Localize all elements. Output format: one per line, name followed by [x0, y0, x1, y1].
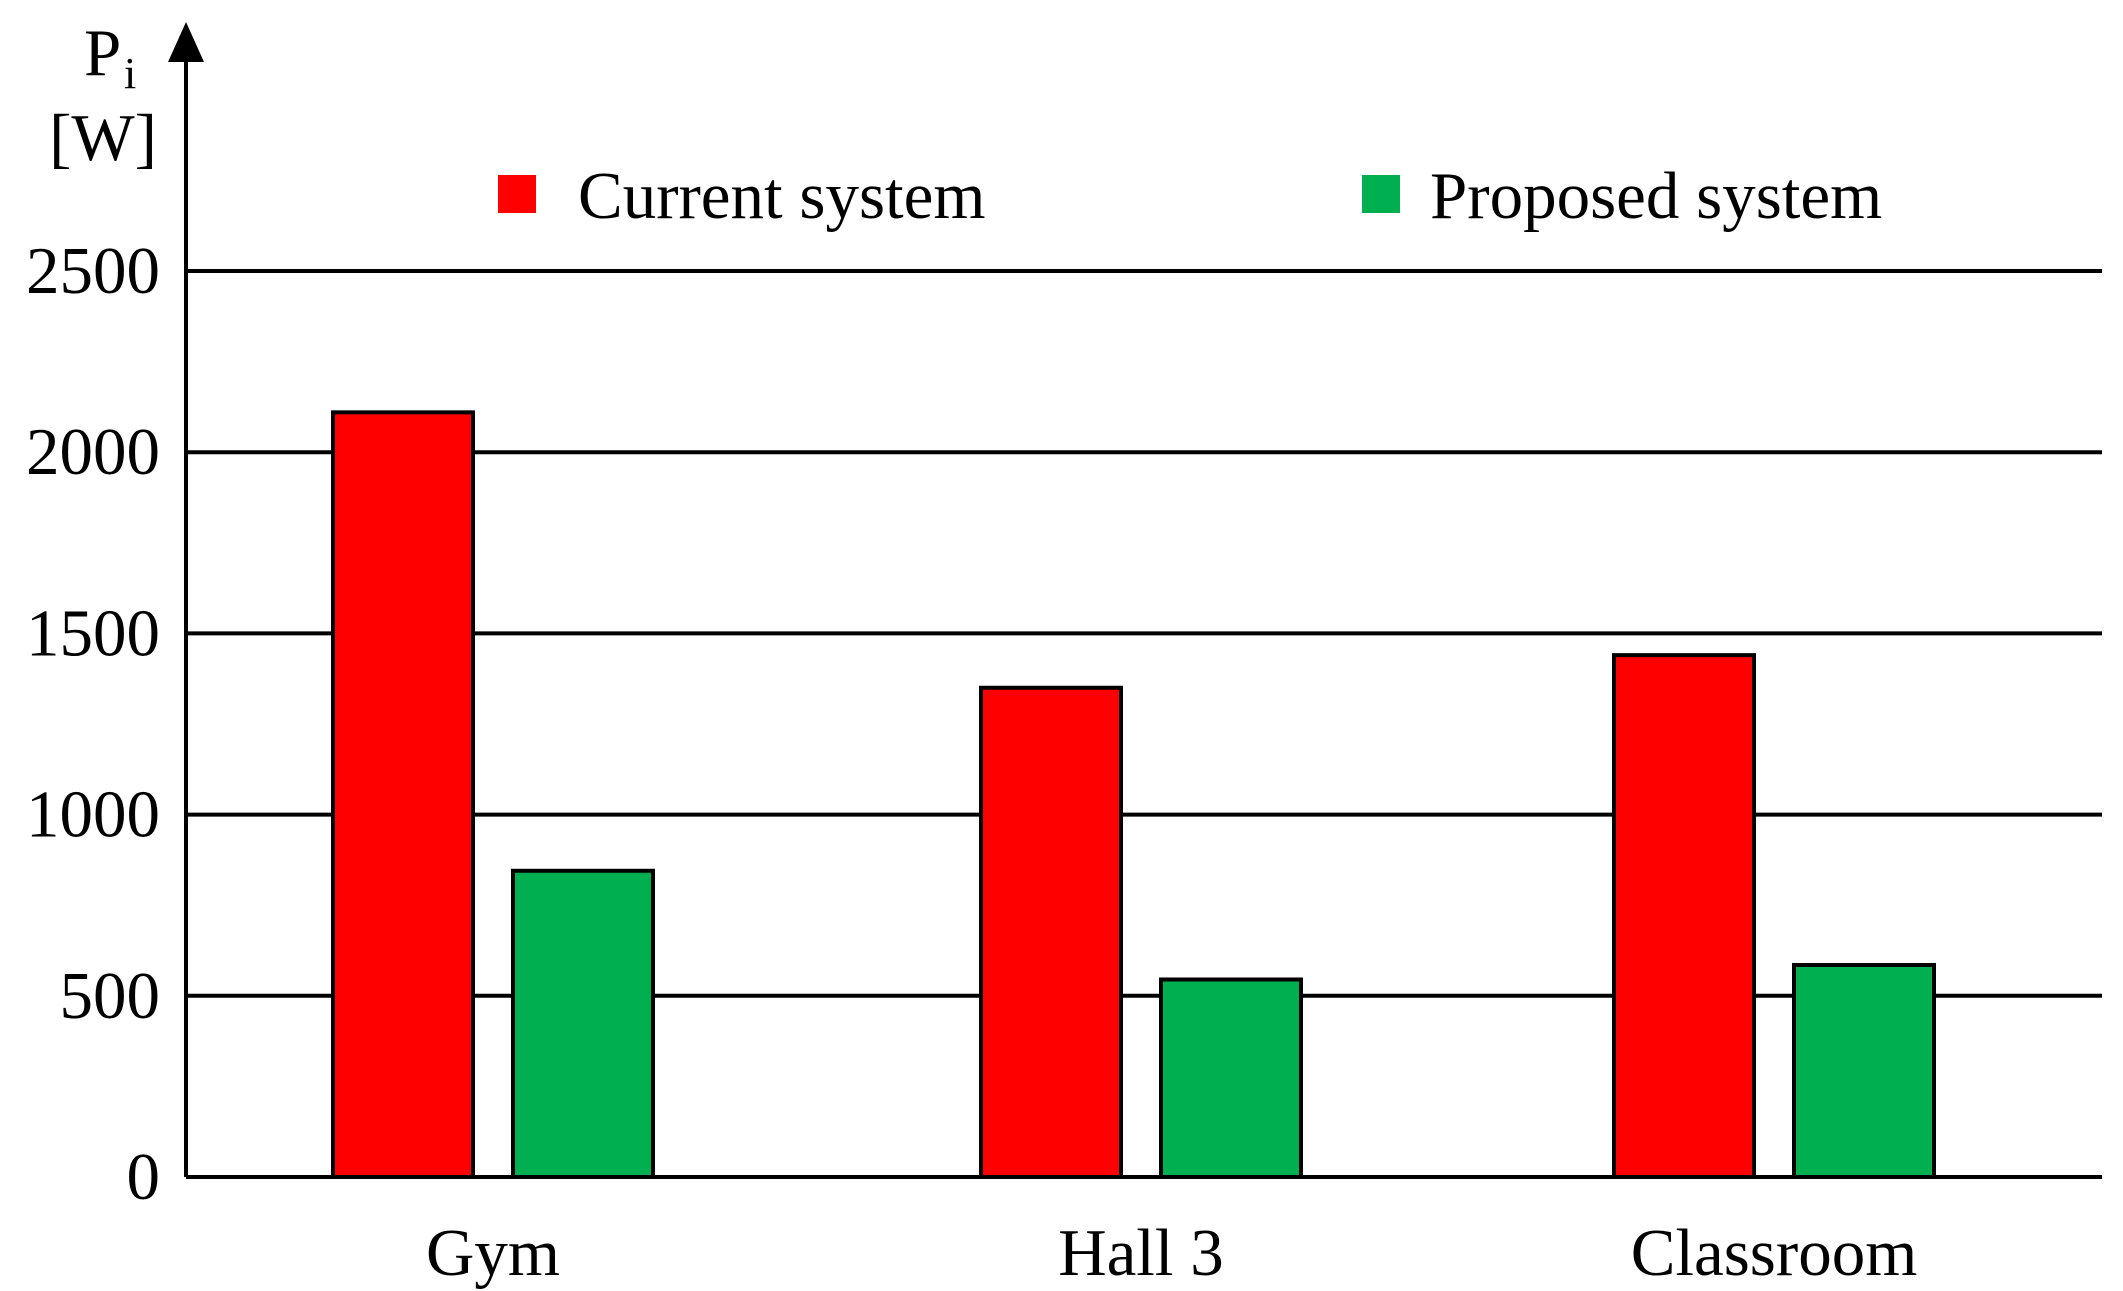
y-tick-label: 2500 — [26, 234, 160, 308]
y-tick-label: 1000 — [26, 778, 160, 852]
x-category-labels: Gym Hall 3 Classroom — [426, 1216, 1917, 1290]
y-axis-label: P i [W] — [49, 16, 157, 175]
y-tick-label: 0 — [127, 1140, 161, 1214]
y-axis-arrow — [168, 22, 204, 62]
y-axis-label-symbol: P — [84, 16, 121, 90]
y-tick-label: 500 — [60, 959, 161, 1033]
bars — [331, 410, 1936, 1179]
legend-label-current: Current system — [578, 159, 986, 233]
y-tick-labels: 0 500 1000 1500 2000 2500 — [26, 234, 160, 1214]
bar — [331, 410, 475, 1179]
y-axis-label-subscript: i — [124, 49, 136, 98]
x-category-label: Gym — [426, 1216, 560, 1290]
bar — [979, 685, 1123, 1179]
y-tick-label: 2000 — [26, 415, 160, 489]
legend: Current system Proposed system — [498, 159, 1882, 233]
axes — [168, 22, 2102, 1179]
legend-swatch-current — [498, 175, 536, 213]
bar — [511, 868, 655, 1179]
bar — [1612, 653, 1756, 1179]
gridlines — [186, 269, 2102, 998]
y-axis-label-unit: [W] — [49, 101, 157, 175]
bar — [1159, 977, 1303, 1179]
legend-swatch-proposed — [1362, 175, 1400, 213]
y-tick-label: 1500 — [26, 596, 160, 670]
x-category-label: Hall 3 — [1058, 1216, 1224, 1290]
legend-label-proposed: Proposed system — [1430, 159, 1882, 233]
bar — [1792, 962, 1936, 1179]
x-category-label: Classroom — [1631, 1216, 1918, 1290]
